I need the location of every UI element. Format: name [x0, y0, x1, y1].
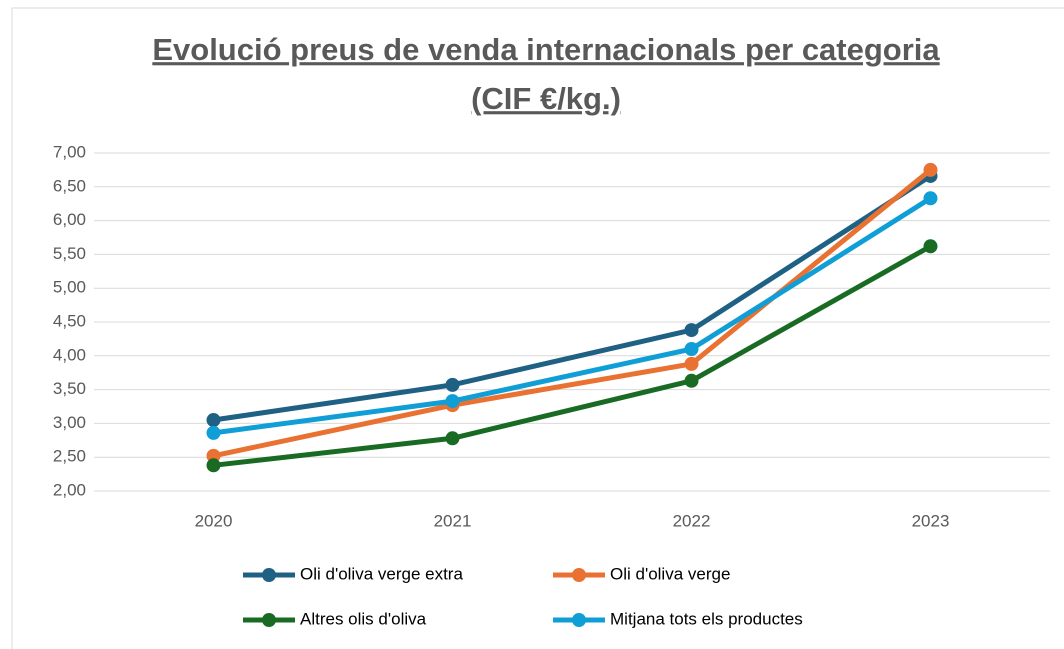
y-tick-label: 6,00 — [53, 210, 86, 229]
data-point — [445, 394, 460, 409]
data-point — [923, 191, 938, 206]
data-point — [684, 356, 699, 371]
series-line — [213, 173, 932, 423]
legend-label: Mitjana tots els productes — [610, 609, 803, 628]
data-point — [206, 425, 221, 440]
y-tick-label: 2,50 — [53, 447, 86, 466]
legend-label: Oli d'oliva verge extra — [300, 564, 463, 583]
y-tick-label: 6,50 — [53, 176, 86, 195]
series-line — [213, 244, 932, 468]
data-point — [684, 323, 699, 338]
y-tick-label: 3,00 — [53, 413, 86, 432]
y-tick-label: 5,50 — [53, 244, 86, 263]
legend-label: Oli d'oliva verge — [610, 564, 730, 583]
y-tick-label: 4,50 — [53, 311, 86, 330]
x-tick-label: 2021 — [434, 511, 472, 530]
data-point — [923, 162, 938, 177]
legend-marker — [262, 568, 276, 582]
data-point — [206, 458, 221, 473]
series-line — [213, 196, 932, 436]
legend-marker — [572, 568, 586, 582]
data-point — [445, 431, 460, 446]
legend-marker — [572, 613, 586, 627]
series-line — [212, 167, 933, 459]
data-point — [445, 377, 460, 392]
y-tick-label: 3,50 — [53, 379, 86, 398]
data-point — [684, 342, 699, 357]
legend-marker — [262, 613, 276, 627]
chart-title: Evolució preus de venda internacionals p… — [152, 32, 940, 67]
y-tick-label: 4,00 — [53, 345, 86, 364]
x-tick-label: 2022 — [673, 511, 711, 530]
y-tick-label: 5,00 — [53, 278, 86, 297]
y-tick-label: 7,00 — [53, 142, 86, 161]
legend-label: Altres olis d'oliva — [300, 609, 427, 628]
chart-frame — [11, 7, 1064, 649]
x-tick-label: 2023 — [912, 511, 950, 530]
data-point — [923, 239, 938, 254]
data-point — [684, 373, 699, 388]
data-point — [206, 413, 221, 428]
y-tick-label: 2,00 — [53, 480, 86, 499]
x-tick-label: 2020 — [195, 511, 233, 530]
chart-title: (CIF €/kg.) — [471, 81, 621, 116]
